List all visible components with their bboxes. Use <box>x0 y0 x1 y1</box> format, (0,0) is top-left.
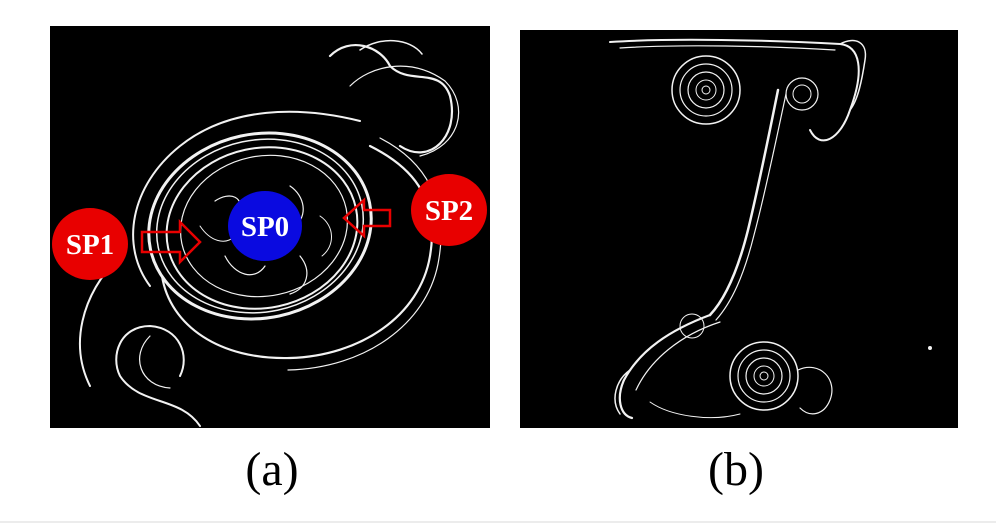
marker-sp1-label: SP1 <box>66 229 114 261</box>
caption-a: (a) <box>245 443 299 496</box>
marker-sp1: SP1 <box>52 208 128 280</box>
bottom-divider <box>0 521 996 523</box>
flow-image-b <box>520 30 958 428</box>
arrow-right <box>140 218 202 266</box>
marker-sp2: SP2 <box>411 174 487 246</box>
marker-sp0: SP0 <box>228 191 302 261</box>
caption-b: (b) <box>708 443 764 496</box>
marker-sp2-label: SP2 <box>425 195 473 227</box>
flow-image-a: SP1 SP0 SP2 <box>50 26 490 428</box>
marker-sp0-label: SP0 <box>241 211 289 243</box>
streakline-pattern-b <box>609 38 932 420</box>
flow-arrows <box>140 197 392 266</box>
streakline-pattern-a: SP1 SP0 SP2 <box>52 39 487 427</box>
arrow-left <box>342 197 392 239</box>
